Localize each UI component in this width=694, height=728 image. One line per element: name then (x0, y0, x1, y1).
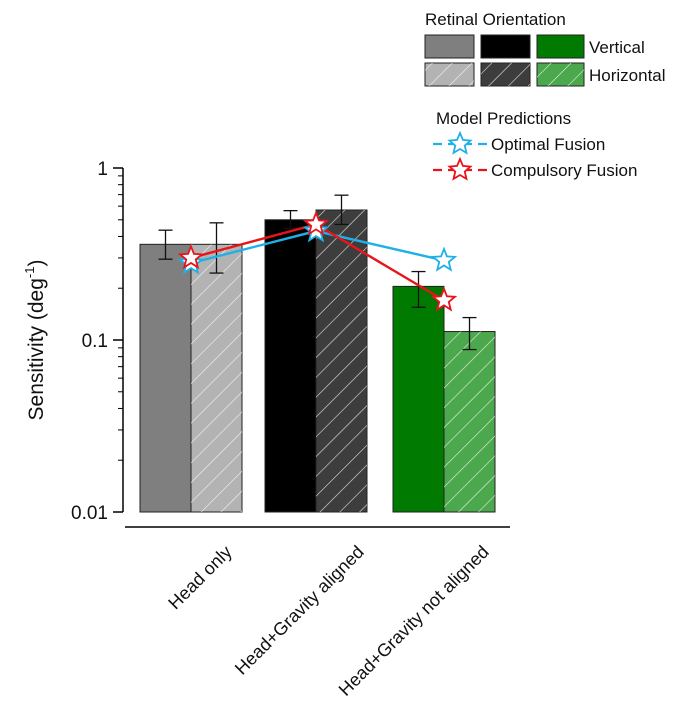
legend-swatch-green-solid (536, 34, 585, 59)
legend-optimal-star-icon (447, 130, 473, 155)
legend-swatch-black-solid (480, 34, 531, 59)
bar-0-0 (139, 243, 192, 513)
legend-label-horizontal: Horizontal (589, 66, 666, 85)
legend-label-optimal-fusion: Optimal Fusion (491, 135, 605, 154)
legend-compulsory-star-icon (447, 156, 473, 181)
legend-model-title: Model Predictions (436, 109, 571, 128)
model-star-0-2 (430, 246, 458, 272)
model-star-1-2 (430, 286, 458, 312)
x-tick-label-1: Head+Gravity aligned (231, 542, 368, 679)
y-axis-label: Sensitivity (deg-1) (22, 260, 48, 421)
bar-hatch-2 (444, 331, 495, 512)
bars (139, 209, 496, 513)
bar-hatch-1 (316, 209, 367, 513)
bar-2-0 (392, 285, 445, 513)
legend-retinal-orientation: Retinal Orientation Vertical Horizontal (424, 10, 666, 87)
y-tick-label-0: 1 (97, 159, 108, 180)
model-star-1-0 (177, 243, 205, 270)
bar-1-0 (264, 219, 317, 513)
legend-swatch-gray-solid (424, 34, 475, 59)
x-tick-label-0: Head only (164, 542, 235, 613)
y-tick-label-1: 0.1 (82, 331, 108, 352)
legend-hatch-gray (425, 63, 474, 86)
bar-hatch-0 (191, 244, 242, 512)
y-ticks: 1 0.1 0.01 (71, 159, 123, 524)
error-bars (158, 194, 477, 351)
legend-hatch-black (481, 63, 530, 86)
model-star-1-1 (302, 210, 330, 236)
legend-label-compulsory-fusion: Compulsory Fusion (491, 161, 637, 180)
x-tick-label-2: Head+Gravity not aligned (335, 542, 493, 700)
legend-model-predictions: Model Predictions Optimal Fusion Compuls… (433, 109, 637, 181)
legend-orientation-title: Retinal Orientation (425, 10, 566, 29)
legend-label-vertical: Vertical (589, 38, 645, 57)
legend-hatch-green (537, 63, 584, 86)
y-tick-label-2: 0.01 (71, 503, 108, 524)
model-prediction-lines (177, 210, 458, 312)
